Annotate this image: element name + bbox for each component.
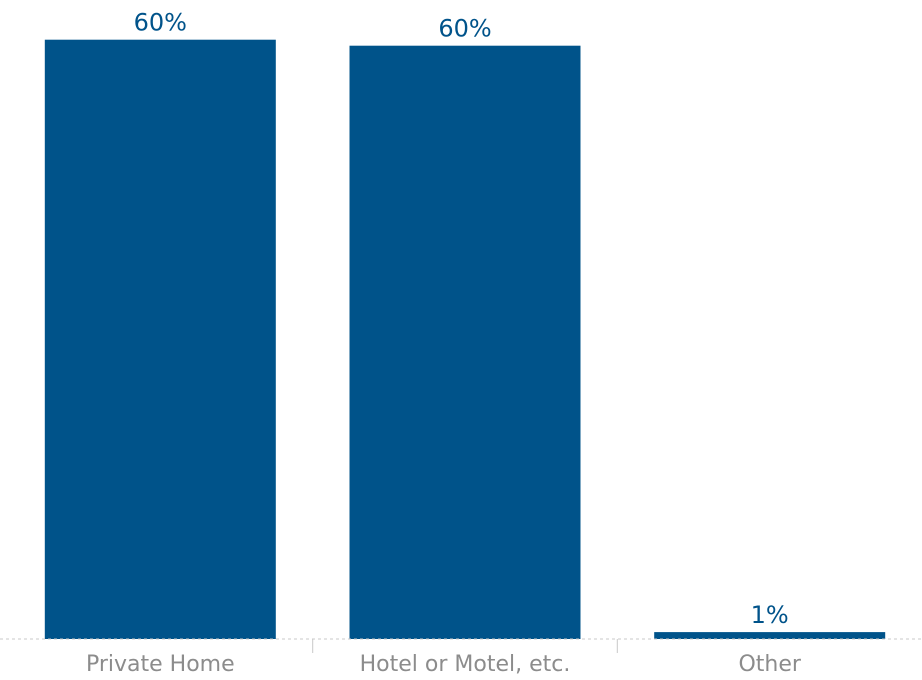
bar-hotel-or-motel-etc: [349, 45, 581, 639]
bar-private-home: [44, 39, 276, 639]
tick-label-hotel-or-motel-etc: Hotel or Motel, etc.: [360, 652, 571, 677]
x-axis-tick-labels-group: Private Home Hotel or Motel, etc. Other: [86, 652, 802, 677]
tick-label-other: Other: [738, 652, 801, 677]
x-axis-ticks-group: [312, 639, 618, 653]
value-labels-group: 60% 60% 1%: [134, 9, 789, 629]
value-label-hotel-or-motel-etc: 60%: [438, 15, 491, 43]
value-label-private-home: 60%: [134, 9, 187, 37]
bars-group: [44, 39, 886, 639]
tick-label-private-home: Private Home: [86, 652, 235, 677]
value-label-other: 1%: [751, 601, 789, 629]
bar-other: [654, 632, 886, 639]
